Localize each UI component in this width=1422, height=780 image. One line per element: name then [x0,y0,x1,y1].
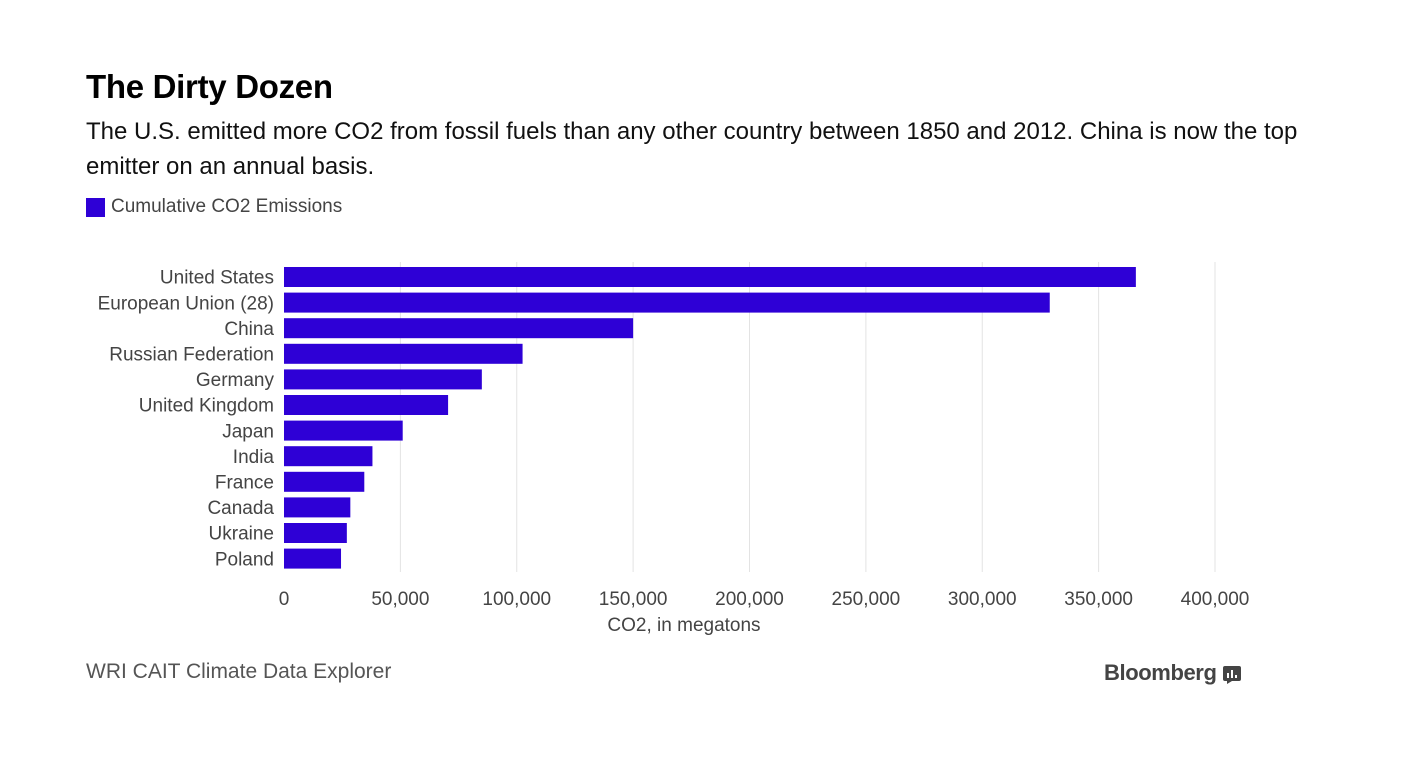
source-note: WRI CAIT Climate Data Explorer [86,660,392,683]
bloomberg-chart-icon [1222,664,1241,684]
bar [284,267,1136,287]
bar [284,343,523,364]
brand-name: Bloomberg [1104,660,1217,685]
x-tick-label: 350,000 [1064,589,1133,610]
category-label: Japan [222,421,274,442]
x-tick-label: 150,000 [599,589,668,610]
category-label: European Union (28) [98,293,274,314]
legend-swatch [86,197,105,217]
bar [284,548,342,569]
category-label: United States [160,268,274,289]
bar [284,369,482,390]
chart-title: The Dirty Dozen [86,68,333,105]
x-tick-label: 300,000 [948,589,1017,610]
bar [284,446,373,467]
chart-subtitle: The U.S. emitted more CO2 from fossil fu… [86,118,1298,180]
category-label: China [224,319,274,340]
category-label: Ukraine [209,524,274,545]
category-label: Russian Federation [109,344,274,365]
x-tick-label: 200,000 [715,589,784,610]
category-label: Poland [215,549,274,570]
bar [284,497,351,518]
x-tick-label: 400,000 [1181,589,1250,610]
category-label: India [233,447,275,468]
bar [284,523,347,543]
x-tick-label: 50,000 [371,589,429,610]
category-label: United Kingdom [139,396,274,417]
brand-logo: Bloomberg [1104,660,1241,686]
legend-label: Cumulative CO2 Emissions [111,196,343,217]
category-label: France [215,472,274,493]
legend: Cumulative CO2 Emissions [86,196,342,218]
category-label: Germany [196,370,275,391]
bar [284,292,1050,313]
bar [284,420,403,441]
category-label: Canada [207,498,274,519]
x-tick-label: 250,000 [832,589,901,610]
bar [284,471,365,492]
bar [284,395,449,415]
x-axis-title: CO2, in megatons [607,615,761,636]
x-tick-label: 100,000 [482,589,551,610]
bar [284,318,634,339]
x-tick-label: 0 [279,589,290,610]
